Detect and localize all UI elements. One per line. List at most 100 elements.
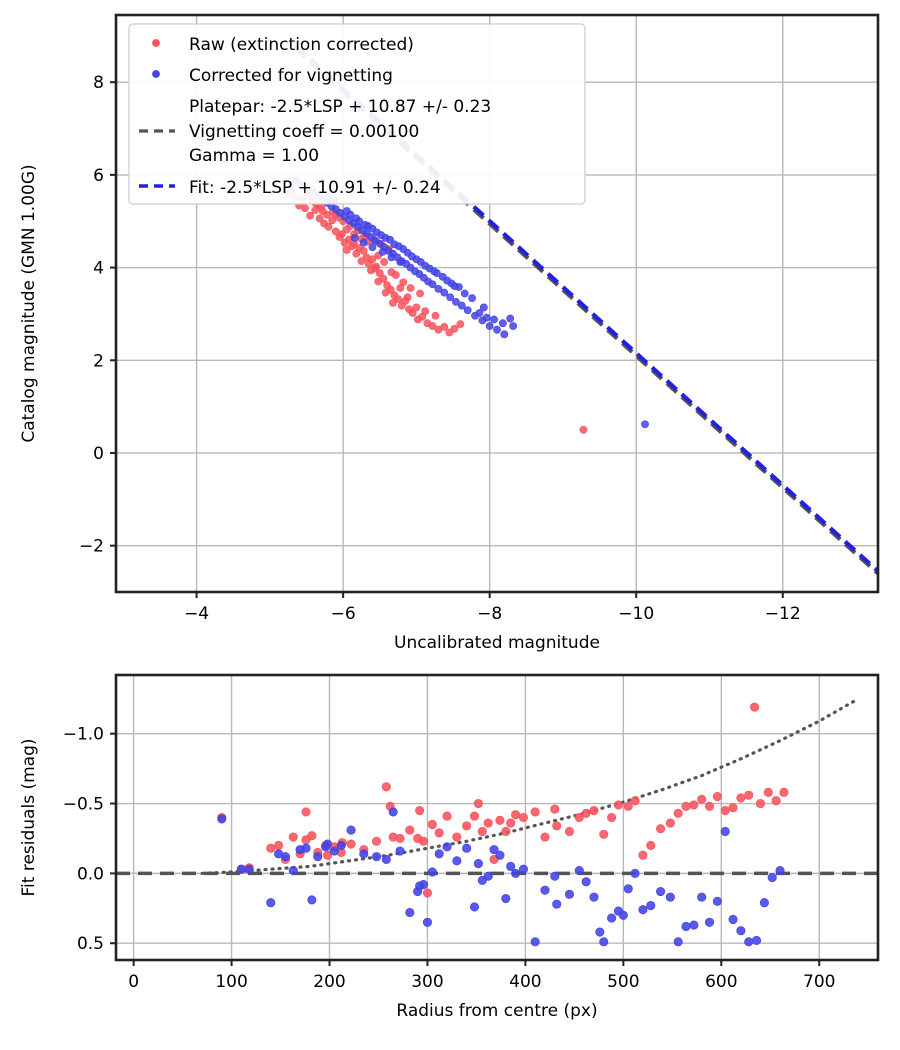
data-point xyxy=(540,832,550,842)
data-point xyxy=(712,791,722,802)
panel1-xticklabel-3: −10 xyxy=(618,604,654,624)
data-point xyxy=(357,257,366,265)
data-point xyxy=(427,819,437,830)
data-point xyxy=(307,895,317,905)
data-point xyxy=(468,294,476,303)
data-point xyxy=(638,905,648,915)
panel1-yticklabel-1: 0 xyxy=(93,444,104,464)
data-point xyxy=(607,913,617,923)
panel1-yticklabel-3: 4 xyxy=(93,259,104,279)
panel1-xticklabel-2: −8 xyxy=(477,604,502,624)
data-point xyxy=(337,230,346,239)
data-point xyxy=(452,297,460,306)
legend: Raw (extinction corrected) Corrected for … xyxy=(128,23,586,205)
data-point xyxy=(564,826,575,837)
data-point xyxy=(589,805,599,816)
data-point xyxy=(493,325,501,334)
panel2-xaxis-label: Radius from centre (px) xyxy=(396,1001,597,1021)
data-point xyxy=(736,793,746,803)
data-point xyxy=(479,303,488,312)
data-point xyxy=(405,907,415,918)
data-point xyxy=(416,289,424,298)
data-point xyxy=(372,228,381,237)
data-point xyxy=(462,843,472,853)
data-point xyxy=(646,840,656,850)
panel2-series-corrected xyxy=(217,807,785,947)
data-point xyxy=(266,843,276,853)
panel2-xticklabel-2: 200 xyxy=(313,972,345,992)
panel2-xticklabel-6: 600 xyxy=(705,972,737,992)
data-point xyxy=(704,801,715,811)
legend-marker-raw xyxy=(152,39,160,47)
data-point xyxy=(368,255,377,264)
data-point xyxy=(412,303,421,312)
data-point xyxy=(759,898,769,908)
data-point xyxy=(346,839,356,849)
data-point xyxy=(552,899,562,909)
data-point xyxy=(460,289,469,298)
data-point xyxy=(574,812,584,823)
data-point xyxy=(495,850,505,860)
legend-box xyxy=(128,23,586,205)
panel1-xticklabel-0: −4 xyxy=(184,604,209,624)
data-point xyxy=(422,888,433,898)
data-point xyxy=(244,864,254,874)
legend-label-raw: Raw (extinction corrected) xyxy=(189,35,414,55)
data-point xyxy=(630,868,640,878)
data-point xyxy=(355,217,364,226)
data-point xyxy=(380,258,389,266)
data-point xyxy=(475,309,484,317)
data-point xyxy=(280,852,290,862)
data-point xyxy=(378,247,387,256)
data-point xyxy=(506,861,516,871)
data-point xyxy=(320,219,328,228)
panel2-xticklabel-4: 400 xyxy=(509,972,541,992)
panel-fit-residuals: 0 100 200 300 400 500 600 700 0.5 0.0 −0.5 −1.0 Radi… xyxy=(19,673,880,1021)
data-point xyxy=(418,836,429,846)
data-point xyxy=(368,243,377,252)
data-point xyxy=(511,810,521,820)
data-point xyxy=(323,850,333,860)
legend-label-platepar-line1: Platepar: -2.5*LSP + 10.87 +/- 0.23 xyxy=(189,97,491,117)
data-point xyxy=(342,246,351,254)
data-point xyxy=(506,818,516,828)
data-point xyxy=(359,238,368,247)
data-point xyxy=(755,798,766,809)
data-point xyxy=(217,814,227,824)
data-point xyxy=(408,252,416,261)
data-point xyxy=(434,285,443,293)
data-point xyxy=(301,835,311,845)
data-point xyxy=(457,301,466,310)
data-point xyxy=(315,214,324,223)
data-point xyxy=(630,796,640,806)
data-point xyxy=(371,264,380,273)
data-point xyxy=(236,864,246,874)
data-point xyxy=(422,917,433,927)
data-point xyxy=(641,420,649,429)
data-point xyxy=(482,313,491,322)
data-point xyxy=(431,311,440,320)
panel2-vignetting-curve xyxy=(200,697,861,875)
data-point xyxy=(306,211,315,220)
data-point xyxy=(434,849,444,859)
data-point xyxy=(387,253,396,262)
data-point xyxy=(381,782,391,792)
panel2-yticklabel-3: −1.0 xyxy=(63,725,104,745)
data-point xyxy=(364,221,372,230)
data-point xyxy=(681,801,691,811)
legend-label-corrected: Corrected for vignetting xyxy=(189,66,393,86)
panel1-yticklabel-4: 6 xyxy=(93,166,104,186)
data-point xyxy=(452,856,462,866)
panel2-frame xyxy=(114,673,880,962)
data-point xyxy=(323,839,333,849)
data-point xyxy=(359,849,369,859)
data-point xyxy=(771,796,781,806)
data-point xyxy=(623,801,633,811)
data-point xyxy=(274,840,284,850)
data-point xyxy=(485,322,494,330)
panel2-xticklabel-3: 300 xyxy=(411,972,443,992)
data-point xyxy=(462,821,472,831)
data-point xyxy=(750,702,760,712)
panel2-series-raw xyxy=(217,702,789,898)
data-point xyxy=(346,825,356,835)
